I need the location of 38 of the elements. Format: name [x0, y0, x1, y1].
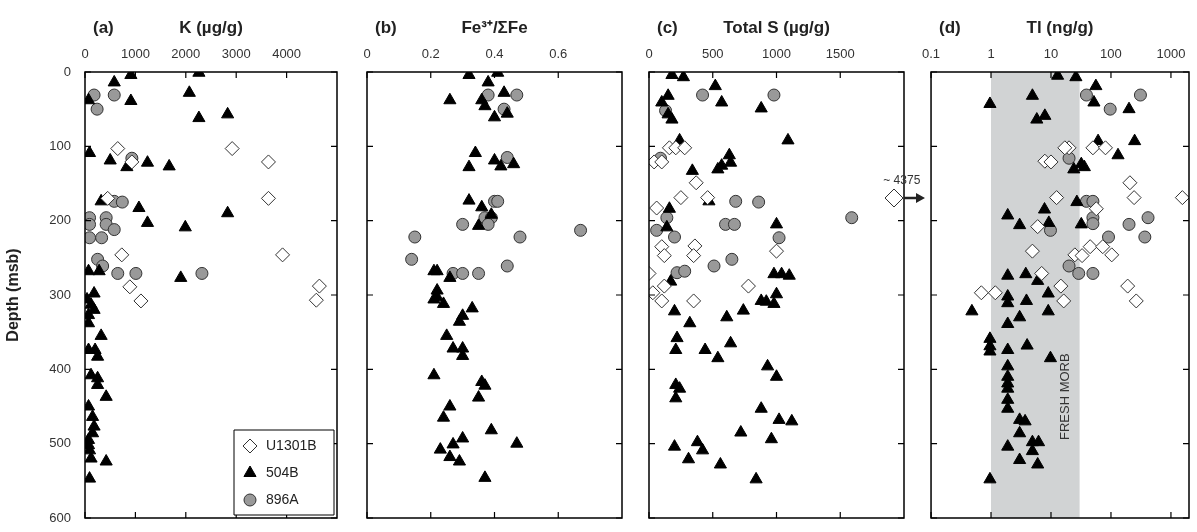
x-tick-label: 1: [987, 45, 995, 61]
text: (c): [657, 17, 678, 37]
y-tick-label: 300: [49, 286, 71, 302]
band-label: FRESH MORB: [1057, 353, 1073, 440]
legend-label: U1301B: [266, 436, 317, 453]
y-tick-label: 200: [49, 212, 71, 228]
x-tick-label: 2000: [171, 45, 201, 61]
x-axis-title: Tl (ng/g): [1026, 17, 1094, 37]
x-tick-label: 0: [81, 45, 89, 61]
x-tick-label: 1000: [1156, 45, 1186, 61]
x-tick-label: 3000: [221, 45, 251, 61]
y-tick-label: 0: [63, 63, 71, 79]
x-axis-title: K (µg/g): [179, 17, 243, 37]
y-axis-title: Depth (msb): [4, 248, 22, 342]
x-axis-title: Fe³⁺/ΣFe: [461, 17, 528, 37]
y-tick-label: 100: [49, 137, 71, 153]
x-tick-label: 0.2: [421, 45, 440, 61]
x-tick-label: 4000: [272, 45, 302, 61]
y-tick-label: 400: [49, 360, 71, 376]
x-axis-title: Total S (µg/g): [723, 17, 830, 37]
x-tick-label: 0.6: [549, 45, 568, 61]
legend-label: 896A: [266, 490, 300, 507]
x-tick-label: 0: [363, 45, 371, 61]
x-tick-label: 1000: [120, 45, 150, 61]
x-tick-label: 500: [701, 45, 724, 61]
x-tick-label: 1500: [825, 45, 855, 61]
x-tick-label: 10: [1043, 45, 1059, 61]
x-tick-label: 1000: [762, 45, 791, 61]
text: (d): [939, 17, 961, 37]
x-tick-label: 0.4: [485, 45, 504, 61]
x-tick-label: 0.1: [922, 45, 941, 61]
y-tick-label: 500: [49, 435, 71, 451]
x-tick-label: 100: [1100, 45, 1122, 61]
text: (a): [93, 17, 114, 37]
legend-label: 504B: [266, 463, 299, 480]
y-tick-label: 600: [49, 509, 71, 525]
text: (b): [375, 17, 397, 37]
x-tick-label: 0: [645, 45, 653, 61]
